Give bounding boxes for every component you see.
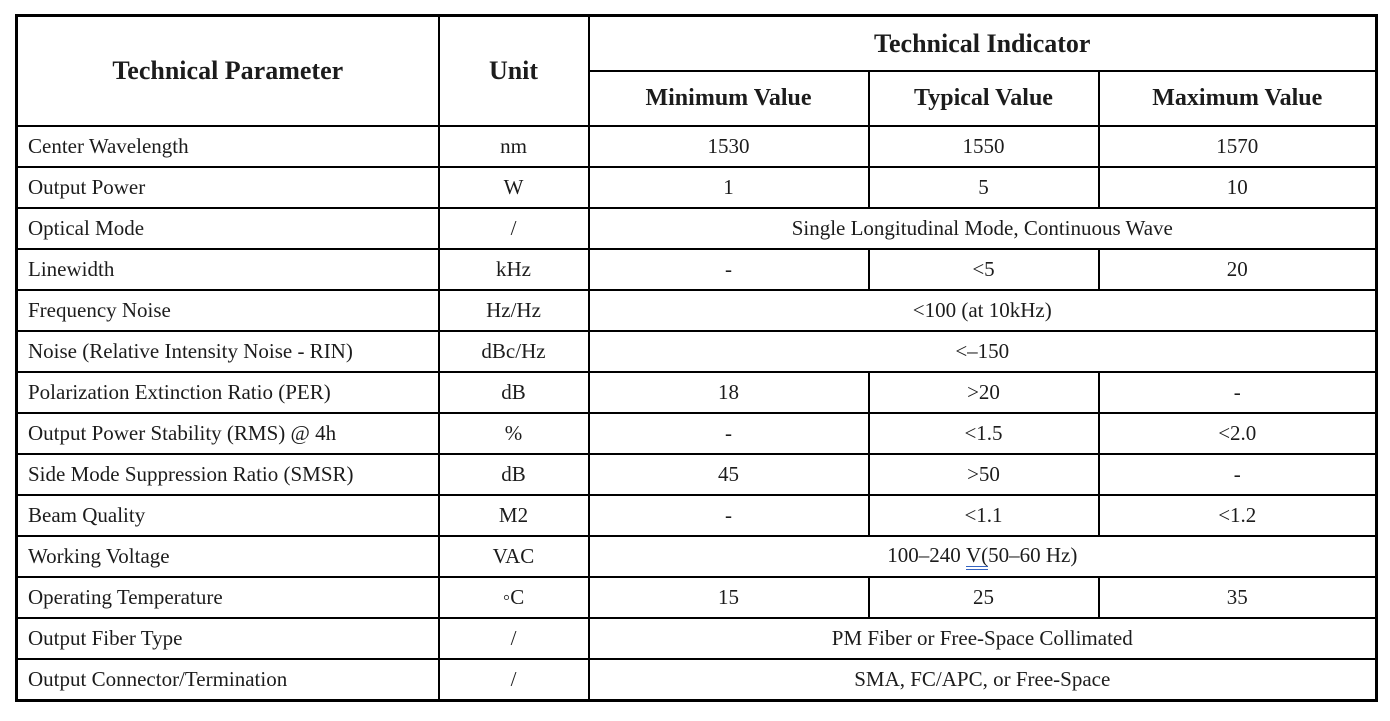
min-cell: 1 xyxy=(587,165,870,209)
min-cell: - xyxy=(587,247,870,291)
unit-cell: dB xyxy=(437,370,590,414)
param-cell: Working Voltage xyxy=(15,534,440,578)
param-cell: Optical Mode xyxy=(15,206,440,250)
unit-cell: / xyxy=(437,616,590,660)
typ-cell: <1.1 xyxy=(867,493,1100,537)
min-cell: 18 xyxy=(587,370,870,414)
merged-value-cell: SMA, FC/APC, or Free-Space xyxy=(587,657,1378,702)
header-minimum-value: Minimum Value xyxy=(587,70,870,127)
param-cell: Output Power xyxy=(15,165,440,209)
min-cell: 1530 xyxy=(587,125,870,168)
voltage-text-suffix: 50–60 Hz) xyxy=(988,542,1078,567)
param-cell: Polarization Extinction Ratio (PER) xyxy=(15,370,440,414)
merged-value-cell: <100 (at 10kHz) xyxy=(587,288,1378,332)
typ-cell: 25 xyxy=(867,575,1100,619)
unit-cell: dBc/Hz xyxy=(437,329,590,373)
min-cell: - xyxy=(587,493,870,537)
table-body: Center Wavelength nm 1530 1550 1570 Outp… xyxy=(15,125,1378,702)
param-cell: Frequency Noise xyxy=(15,288,440,332)
param-cell: Operating Temperature xyxy=(15,575,440,619)
table-row: Optical Mode / Single Longitudinal Mode,… xyxy=(15,206,1378,250)
max-cell: 1570 xyxy=(1097,125,1378,168)
typ-cell: >50 xyxy=(867,452,1100,496)
typ-cell: 1550 xyxy=(867,125,1100,168)
unit-cell: ◦C xyxy=(437,575,590,619)
param-cell: Side Mode Suppression Ratio (SMSR) xyxy=(15,452,440,496)
table-row: Beam Quality M2 - <1.1 <1.2 xyxy=(15,493,1378,537)
unit-cell: nm xyxy=(437,125,590,168)
table-row: Output Power Stability (RMS) @ 4h % - <1… xyxy=(15,411,1378,455)
merged-value-cell: <–150 xyxy=(587,329,1378,373)
unit-cell: / xyxy=(437,206,590,250)
table-row: Output Connector/Termination / SMA, FC/A… xyxy=(15,657,1378,702)
param-cell: Beam Quality xyxy=(15,493,440,537)
table-row: Side Mode Suppression Ratio (SMSR) dB 45… xyxy=(15,452,1378,496)
typ-cell: <5 xyxy=(867,247,1100,291)
grammar-check-underline: V( xyxy=(965,544,989,570)
max-cell: - xyxy=(1097,370,1378,414)
max-cell: 20 xyxy=(1097,247,1378,291)
typ-cell: 5 xyxy=(867,165,1100,209)
table-header: Technical Parameter Unit Technical Indic… xyxy=(15,14,1378,127)
merged-value-cell: PM Fiber or Free-Space Collimated xyxy=(587,616,1378,660)
min-cell: 45 xyxy=(587,452,870,496)
table-row: Center Wavelength nm 1530 1550 1570 xyxy=(15,125,1378,168)
unit-cell: dB xyxy=(437,452,590,496)
table-row: Operating Temperature ◦C 15 25 35 xyxy=(15,575,1378,619)
header-maximum-value: Maximum Value xyxy=(1097,70,1378,127)
header-row-top: Technical Parameter Unit Technical Indic… xyxy=(15,14,1378,127)
max-cell: <1.2 xyxy=(1097,493,1378,537)
param-cell: Center Wavelength xyxy=(15,125,440,168)
min-cell: - xyxy=(587,411,870,455)
header-technical-indicator: Technical Indicator xyxy=(587,14,1378,72)
max-cell: - xyxy=(1097,452,1378,496)
max-cell: <2.0 xyxy=(1097,411,1378,455)
header-typical-value: Typical Value xyxy=(867,70,1100,127)
unit-cell: W xyxy=(437,165,590,209)
max-cell: 10 xyxy=(1097,165,1378,209)
table-row: Linewidth kHz - <5 20 xyxy=(15,247,1378,291)
table-row: Output Fiber Type / PM Fiber or Free-Spa… xyxy=(15,616,1378,660)
voltage-text-prefix: 100–240 xyxy=(887,542,966,567)
typ-cell: >20 xyxy=(867,370,1100,414)
merged-value-cell: 100–240 V(50–60 Hz) xyxy=(587,534,1378,578)
header-unit: Unit xyxy=(437,14,590,127)
min-cell: 15 xyxy=(587,575,870,619)
param-cell: Linewidth xyxy=(15,247,440,291)
max-cell: 35 xyxy=(1097,575,1378,619)
unit-cell: VAC xyxy=(437,534,590,578)
table-row: Output Power W 1 5 10 xyxy=(15,165,1378,209)
header-row-sub: Minimum Value Typical Value Maximum Valu… xyxy=(17,70,1378,127)
table-row: Working Voltage VAC 100–240 V(50–60 Hz) xyxy=(15,534,1378,578)
param-cell: Output Connector/Termination xyxy=(15,657,440,702)
merged-value-cell: Single Longitudinal Mode, Continuous Wav… xyxy=(587,206,1378,250)
unit-cell: % xyxy=(437,411,590,455)
table-row: Noise (Relative Intensity Noise - RIN) d… xyxy=(15,329,1378,373)
unit-cell: kHz xyxy=(437,247,590,291)
unit-cell: Hz/Hz xyxy=(437,288,590,332)
table-row: Frequency Noise Hz/Hz <100 (at 10kHz) xyxy=(15,288,1378,332)
param-cell: Output Fiber Type xyxy=(15,616,440,660)
table-row: Polarization Extinction Ratio (PER) dB 1… xyxy=(15,370,1378,414)
header-technical-parameter: Technical Parameter xyxy=(15,14,440,127)
unit-cell: M2 xyxy=(437,493,590,537)
typ-cell: <1.5 xyxy=(867,411,1100,455)
unit-cell: / xyxy=(437,657,590,702)
param-cell: Output Power Stability (RMS) @ 4h xyxy=(15,411,440,455)
param-cell: Noise (Relative Intensity Noise - RIN) xyxy=(15,329,440,373)
technical-specification-table: Technical Parameter Unit Technical Indic… xyxy=(15,14,1379,702)
